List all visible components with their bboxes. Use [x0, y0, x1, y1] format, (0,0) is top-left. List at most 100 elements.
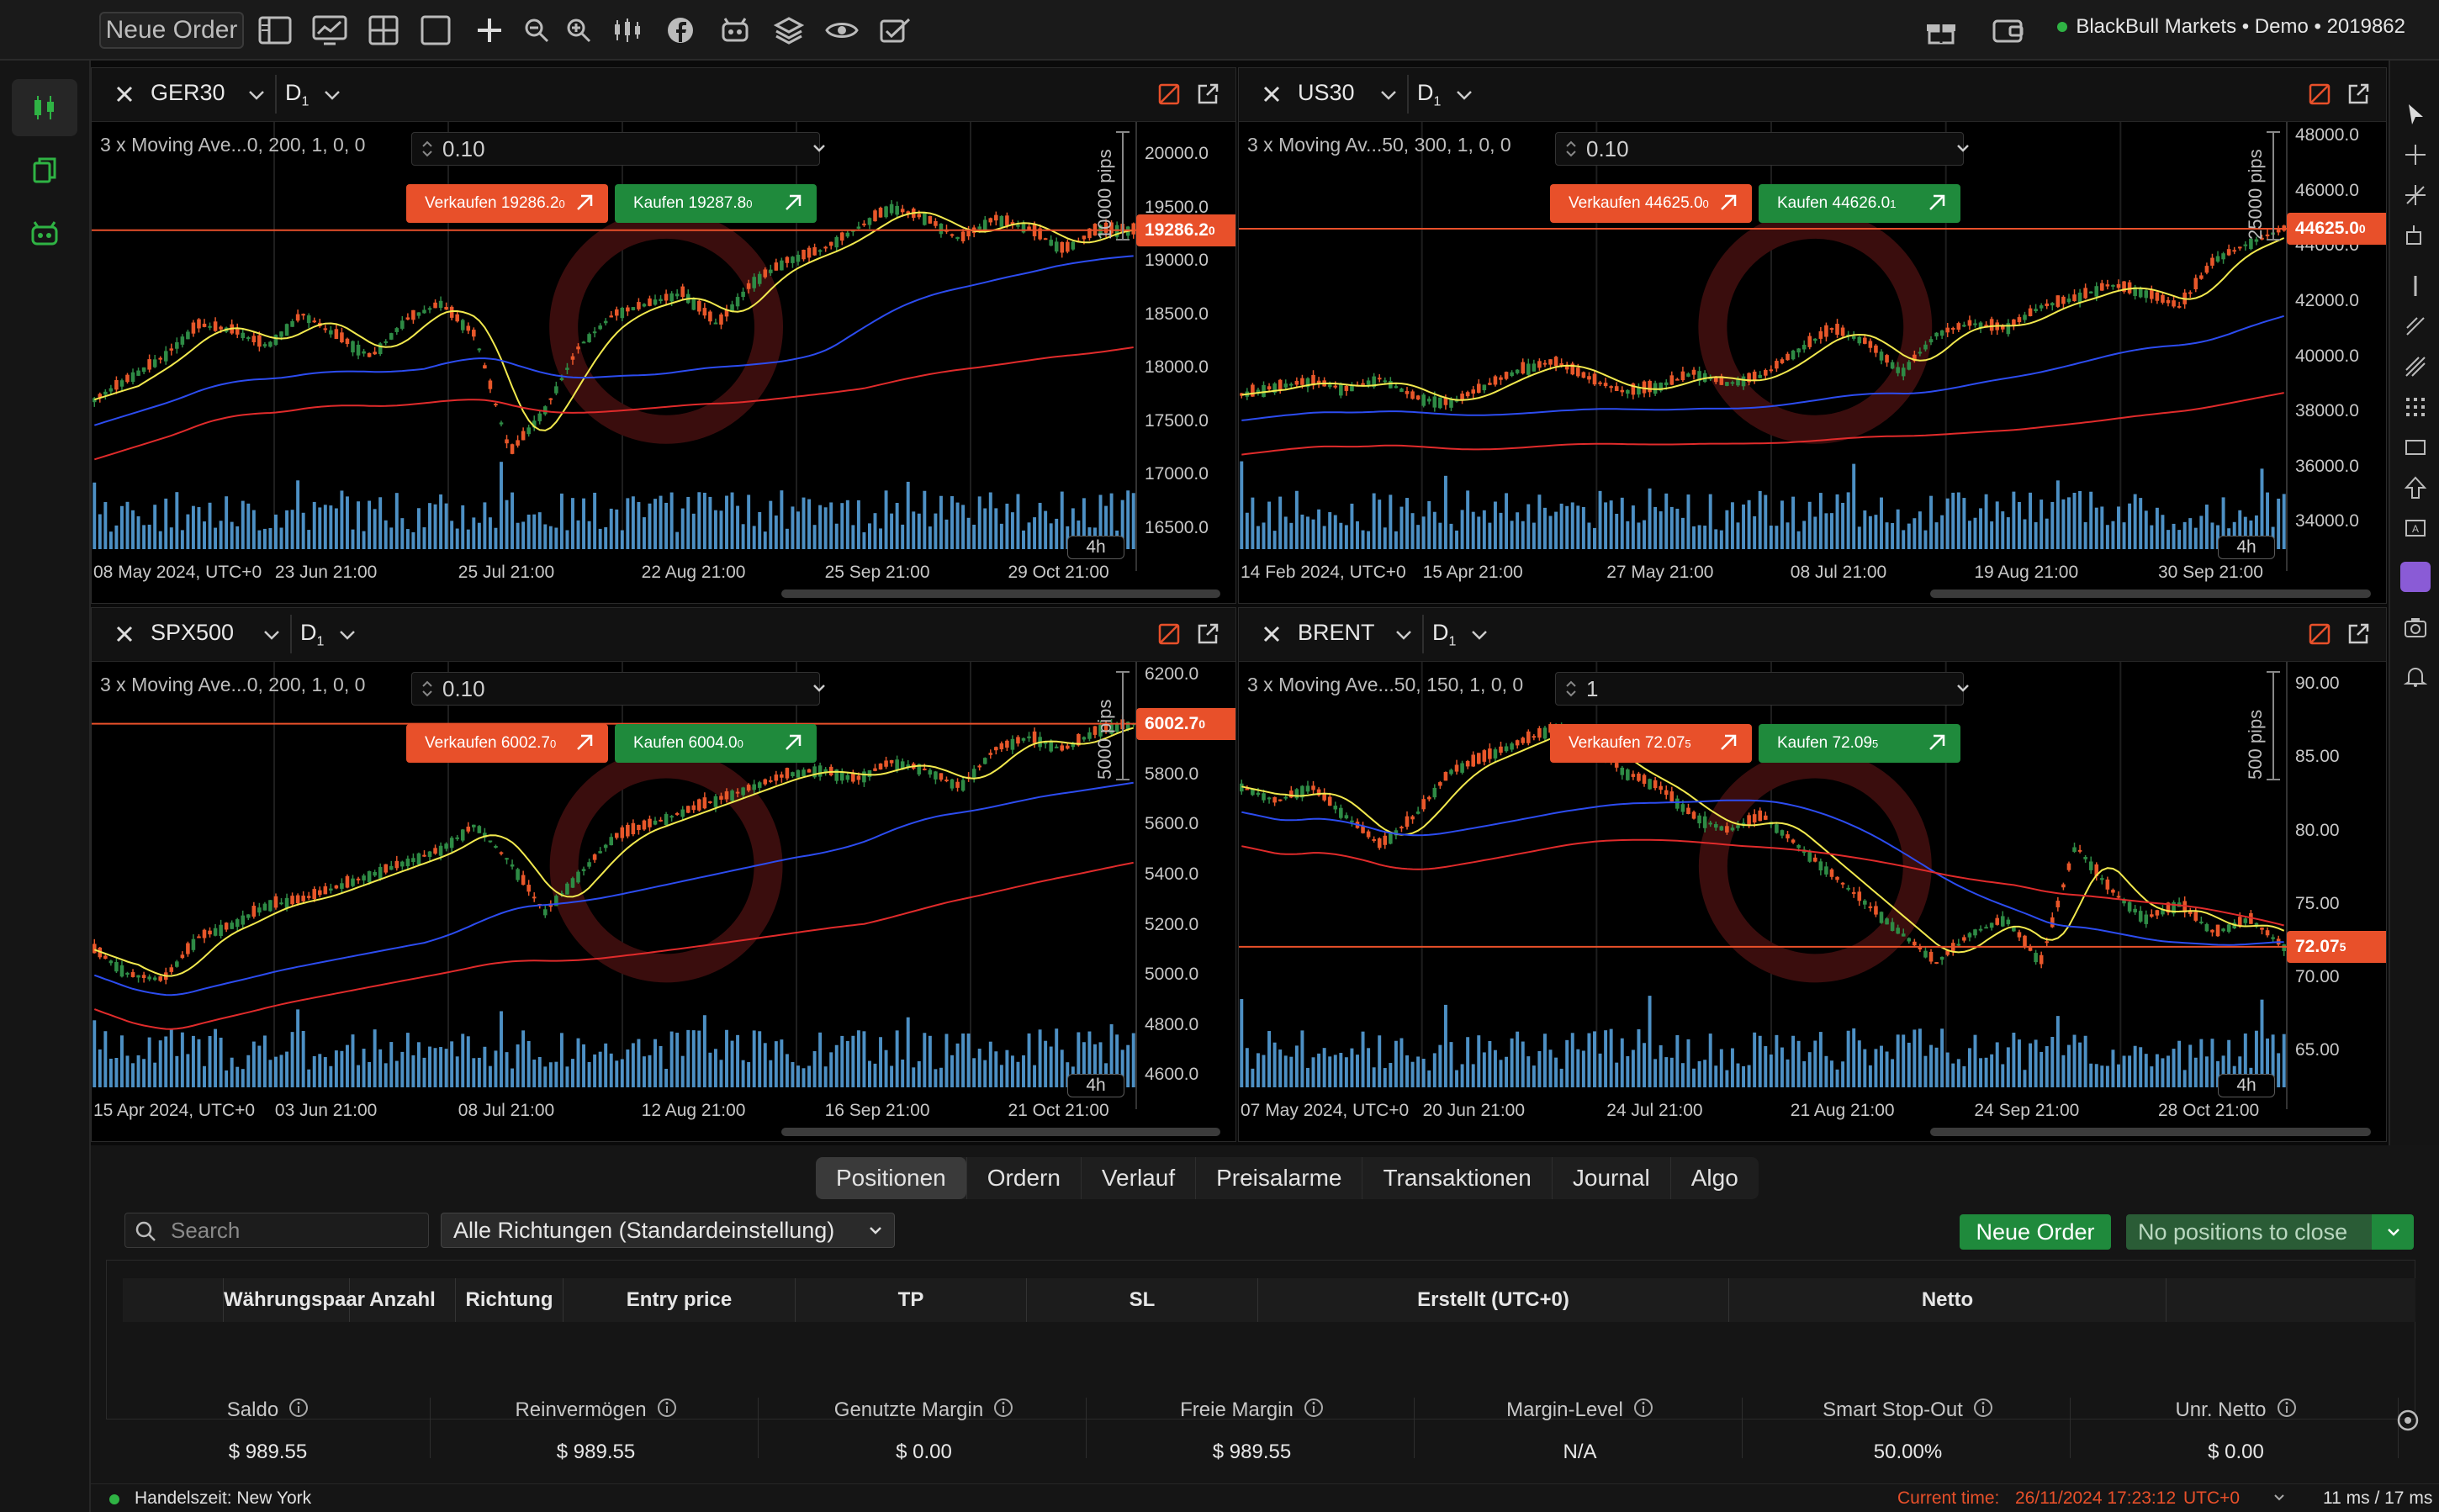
chevron-down-icon[interactable]	[2272, 1493, 2286, 1503]
detach-chart-icon[interactable]	[2307, 621, 2332, 647]
horizontal-scrollbar[interactable]	[1930, 589, 2371, 598]
chevron-down-icon[interactable]	[1394, 628, 1414, 646]
timeframe-tag[interactable]: 4h	[2218, 1074, 2275, 1097]
chart-plot-area[interactable]: 48000.0 46000.0 44000.0 42000.0 40000.0 38000…	[1239, 122, 2386, 603]
arrow-up-icon[interactable]	[2402, 474, 2429, 501]
grid-layout-icon[interactable]	[367, 12, 400, 49]
tab-transaktionen[interactable]: Transaktionen	[1362, 1157, 1551, 1199]
tab-positionen[interactable]: Positionen	[816, 1157, 966, 1199]
tab-journal[interactable]: Journal	[1551, 1157, 1670, 1199]
rectangle-icon[interactable]	[2402, 434, 2429, 461]
buy-button[interactable]: Kaufen 44626.0 1	[1759, 184, 1960, 223]
timeframe-tag[interactable]: 4h	[1067, 536, 1124, 559]
chart-panel-us30[interactable]: US30 D1 48000.0 46000.0 44000.0 42000.0 40000.…	[1238, 67, 2387, 604]
info-icon[interactable]	[1304, 1398, 1324, 1424]
detach-chart-icon[interactable]	[1156, 621, 1182, 647]
price-chart[interactable]	[92, 662, 1236, 1142]
chart-plot-area[interactable]: 90.00 85.00 80.00 75.00 70.00 65.00 72.07 5 07 M…	[1239, 662, 2386, 1141]
chart-plot-area[interactable]: 6200.06000.05800.05600.05400.05200.05000…	[92, 662, 1235, 1141]
timeframe-selector[interactable]: D1	[1417, 80, 1441, 109]
tab-ordern[interactable]: Ordern	[966, 1157, 1081, 1199]
column-header[interactable]: TP	[796, 1278, 1027, 1322]
sell-button[interactable]: Verkaufen 6002.7 0	[406, 724, 608, 763]
popout-icon[interactable]	[2346, 82, 2371, 107]
ray-icon[interactable]	[2402, 353, 2429, 380]
symbol-selector[interactable]: BRENT	[1298, 620, 1375, 645]
popout-icon[interactable]	[1195, 82, 1220, 107]
algo-bot-icon[interactable]	[12, 205, 77, 262]
timeframe-selector[interactable]: D1	[1432, 620, 1456, 649]
close-icon[interactable]	[1257, 80, 1286, 108]
close-icon[interactable]	[110, 80, 139, 108]
close-icon[interactable]	[1257, 620, 1286, 648]
column-header[interactable]: Anzahl	[350, 1278, 456, 1322]
zoom-in-icon[interactable]	[563, 12, 594, 49]
column-header[interactable]: Entry price	[563, 1278, 796, 1322]
copy-trading-icon[interactable]	[12, 141, 77, 198]
column-header[interactable]: SL	[1027, 1278, 1258, 1322]
chevron-down-icon[interactable]	[262, 628, 282, 646]
chart-panel-ger30[interactable]: GER30 D1 20000.0 19500.0 19000.0 18500.0 18000…	[91, 67, 1236, 604]
chart-plot-area[interactable]: 20000.0 19500.0 19000.0 18500.0 18000.0 17500…	[92, 122, 1235, 603]
layers-icon[interactable]	[772, 12, 806, 49]
chevron-down-icon[interactable]	[322, 88, 342, 106]
detach-chart-icon[interactable]	[2307, 82, 2332, 107]
crosshair-alt-icon[interactable]	[2402, 182, 2429, 209]
chart-panel-spx500[interactable]: SPX500 D1 6200.06000.05800.05600.05400.052…	[91, 607, 1236, 1142]
eye-icon[interactable]	[824, 12, 860, 49]
indicators-icon[interactable]	[611, 12, 644, 49]
info-icon[interactable]	[288, 1398, 309, 1424]
measure-icon[interactable]	[2402, 222, 2429, 249]
indicator-label[interactable]: 3 x Moving Ave...0, 200, 1, 0, 0	[100, 674, 366, 695]
search-input[interactable]: Search	[124, 1213, 429, 1248]
chevron-down-icon[interactable]	[1378, 88, 1399, 106]
info-icon[interactable]	[1633, 1398, 1653, 1424]
sidebar-layout-icon[interactable]	[257, 12, 293, 49]
chart-panel-brent[interactable]: BRENT D1 90.00 85.00 80.00 75.00 70.00 65.00 72.…	[1238, 607, 2387, 1142]
settings-check-icon[interactable]	[878, 12, 913, 49]
new-order-button-bottom[interactable]: Neue Order	[1960, 1214, 2111, 1250]
close-positions-button[interactable]: No positions to close	[2126, 1214, 2372, 1250]
monitor-chart-icon[interactable]	[311, 12, 348, 49]
timeframe-selector[interactable]: D1	[300, 620, 324, 649]
symbol-selector[interactable]: SPX500	[151, 620, 235, 645]
symbol-selector[interactable]: GER30	[151, 80, 225, 105]
bot-icon[interactable]	[718, 12, 752, 49]
fib-grid-icon[interactable]	[2402, 394, 2429, 420]
direction-select[interactable]: Alle Richtungen (Standardeinstellung)	[441, 1213, 895, 1248]
buy-button[interactable]: Kaufen 19287.8 0	[615, 184, 817, 223]
alarm-bell-icon[interactable]	[2402, 663, 2429, 690]
info-icon[interactable]	[993, 1398, 1013, 1424]
column-header[interactable]: Netto	[1729, 1278, 2167, 1322]
new-order-button[interactable]: Neue Order	[99, 12, 244, 49]
timeframe-tag[interactable]: 4h	[2218, 536, 2275, 559]
tab-verlauf[interactable]: Verlauf	[1080, 1157, 1195, 1199]
wallet-icon[interactable]	[1990, 12, 2027, 49]
quantity-stepper[interactable]: 0.10	[411, 132, 825, 166]
column-header[interactable]: Erstellt (UTC+0)	[1258, 1278, 1729, 1322]
stats-settings-icon[interactable]	[2395, 1408, 2420, 1437]
cursor-icon[interactable]	[2402, 101, 2429, 128]
horizontal-scrollbar[interactable]	[1930, 1128, 2371, 1136]
indicator-label[interactable]: 3 x Moving Ave...0, 200, 1, 0, 0	[100, 134, 366, 156]
chevron-down-icon[interactable]	[1454, 88, 1474, 106]
buy-button[interactable]: Kaufen 72.09 5	[1759, 724, 1960, 763]
timezone[interactable]: UTC+0	[2183, 1488, 2241, 1508]
indicator-label[interactable]: 3 x Moving Ave...50, 150, 1, 0, 0	[1247, 674, 1524, 695]
crosshair-plus-icon[interactable]	[473, 12, 506, 49]
charts-nav-icon[interactable]	[12, 79, 77, 136]
indicator-label[interactable]: 3 x Moving Av...50, 300, 1, 0, 0	[1247, 134, 1511, 156]
vertical-line-icon[interactable]	[2402, 272, 2429, 299]
quantity-stepper[interactable]: 1	[1555, 672, 1969, 706]
chevron-down-icon[interactable]	[1469, 628, 1489, 646]
tab-algo[interactable]: Algo	[1669, 1157, 1759, 1199]
chevron-down-icon[interactable]	[246, 88, 267, 106]
info-icon[interactable]	[657, 1398, 677, 1424]
column-header[interactable]: Währungspaar	[224, 1278, 365, 1322]
facebook-icon[interactable]	[664, 12, 696, 49]
info-icon[interactable]	[2277, 1398, 2297, 1424]
gift-icon[interactable]	[1923, 12, 1960, 49]
popout-icon[interactable]	[2346, 621, 2371, 647]
price-chart[interactable]	[1239, 122, 2387, 604]
trend-line-icon[interactable]	[2402, 313, 2429, 340]
